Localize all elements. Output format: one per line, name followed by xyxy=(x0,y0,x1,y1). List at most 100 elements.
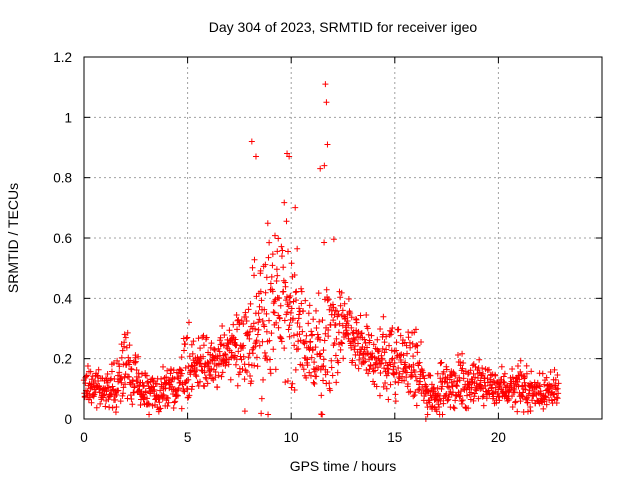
data-point xyxy=(307,338,314,345)
data-point xyxy=(313,324,320,331)
data-point xyxy=(123,344,130,351)
data-point xyxy=(410,353,417,360)
data-point xyxy=(460,375,467,382)
data-point xyxy=(131,384,138,391)
data-point xyxy=(424,411,431,418)
data-point xyxy=(321,162,328,169)
data-point xyxy=(351,346,358,353)
data-point xyxy=(529,397,536,404)
data-point xyxy=(212,368,219,375)
data-point xyxy=(486,366,493,373)
data-point xyxy=(170,367,177,374)
data-point xyxy=(348,344,355,351)
data-point xyxy=(285,326,292,333)
data-point xyxy=(124,395,131,402)
data-point xyxy=(266,317,273,324)
data-point xyxy=(335,311,342,318)
data-point xyxy=(257,288,264,295)
data-point xyxy=(330,304,337,311)
data-point xyxy=(138,388,145,395)
data-point xyxy=(388,328,395,335)
data-point xyxy=(316,318,323,325)
data-point xyxy=(203,334,210,341)
data-point xyxy=(305,320,312,327)
data-point xyxy=(299,362,306,369)
data-point xyxy=(325,296,332,303)
data-point xyxy=(389,324,396,331)
data-point xyxy=(197,345,204,352)
data-point xyxy=(240,353,247,360)
data-point xyxy=(457,392,464,399)
data-point xyxy=(254,363,261,370)
data-point xyxy=(121,331,128,338)
data-point xyxy=(276,294,283,301)
data-point xyxy=(280,264,287,271)
data-point xyxy=(296,331,303,338)
data-point xyxy=(340,355,347,362)
data-point xyxy=(407,388,414,395)
data-point xyxy=(146,401,153,408)
data-point xyxy=(320,377,327,384)
data-point xyxy=(271,309,278,316)
data-point xyxy=(315,290,322,297)
data-point xyxy=(269,288,276,295)
data-point xyxy=(345,295,352,302)
data-point xyxy=(287,309,294,316)
data-point xyxy=(355,365,362,372)
data-point xyxy=(266,356,273,363)
data-point xyxy=(496,397,503,404)
data-point xyxy=(278,335,285,342)
data-point xyxy=(425,388,432,395)
data-point xyxy=(553,394,560,401)
data-point xyxy=(517,357,524,364)
data-point xyxy=(338,339,345,346)
data-point xyxy=(479,370,486,377)
data-point xyxy=(88,399,95,406)
data-point xyxy=(456,377,463,384)
data-point xyxy=(254,331,261,338)
data-point xyxy=(249,350,256,357)
data-point xyxy=(83,372,90,379)
data-point xyxy=(402,359,409,366)
data-point xyxy=(165,399,172,406)
data-point xyxy=(517,398,524,405)
data-point xyxy=(278,338,285,345)
data-point xyxy=(358,330,365,337)
data-point xyxy=(523,395,530,402)
data-point xyxy=(377,326,384,333)
data-point xyxy=(256,342,263,349)
data-point xyxy=(366,337,373,344)
data-point xyxy=(501,370,508,377)
data-point xyxy=(325,333,332,340)
data-point xyxy=(277,335,284,342)
data-point xyxy=(232,336,239,343)
data-point xyxy=(273,266,280,273)
data-point xyxy=(158,376,165,383)
data-point xyxy=(410,393,417,400)
data-point xyxy=(405,389,412,396)
data-point xyxy=(476,356,483,363)
data-point xyxy=(120,384,127,391)
data-point xyxy=(219,369,226,376)
data-point xyxy=(294,320,301,327)
data-point xyxy=(389,355,396,362)
data-point xyxy=(266,337,273,344)
data-point xyxy=(263,274,270,281)
data-point xyxy=(336,320,343,327)
data-point xyxy=(304,362,311,369)
data-point xyxy=(547,368,554,375)
data-point xyxy=(440,368,447,375)
data-point xyxy=(116,363,123,370)
y-axis-label: SRMTID / TECUs xyxy=(5,183,21,293)
data-point xyxy=(122,381,129,388)
data-point xyxy=(116,376,123,383)
data-point xyxy=(277,302,284,309)
data-point xyxy=(521,374,528,381)
data-point xyxy=(280,288,287,295)
data-point xyxy=(293,297,300,304)
data-point xyxy=(290,315,297,322)
data-point xyxy=(240,342,247,349)
data-point xyxy=(479,365,486,372)
data-point xyxy=(173,392,180,399)
data-point xyxy=(278,253,285,260)
